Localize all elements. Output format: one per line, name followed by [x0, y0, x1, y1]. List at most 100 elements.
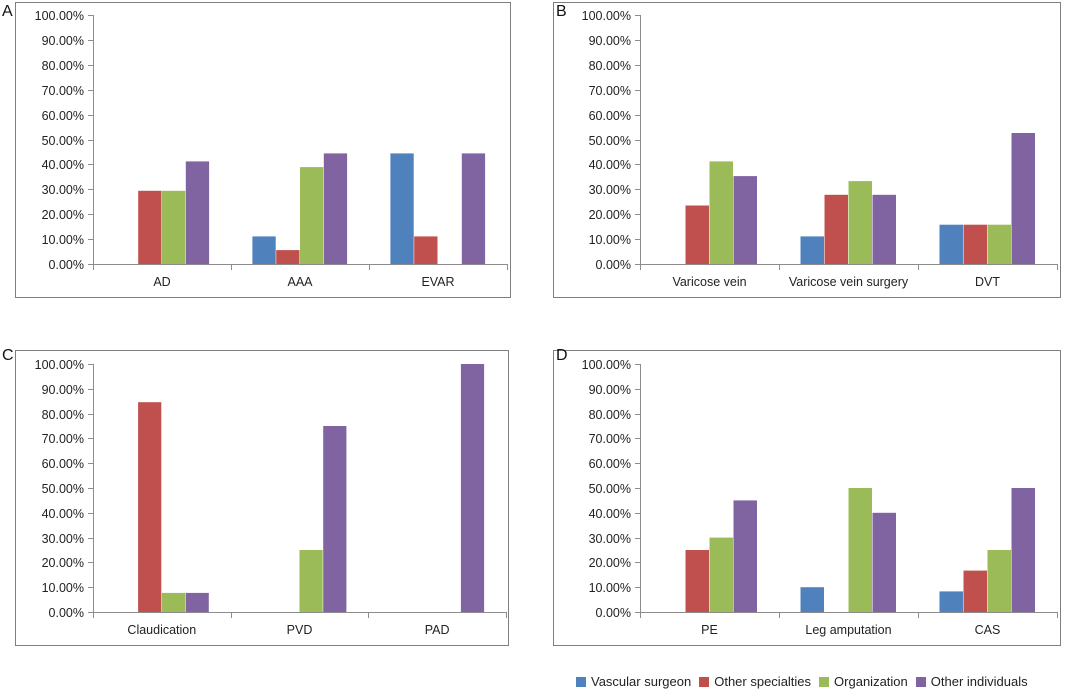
legend-swatch-organization	[819, 677, 830, 687]
y-tick-label: 60.00%	[589, 109, 631, 123]
legend: Vascular surgeon Other specialties Organ…	[576, 674, 1036, 690]
y-tick-label: 60.00%	[42, 109, 84, 123]
bar-vascular-surgeon-leg-amputation	[800, 587, 824, 612]
bar-other-individuals-pe	[733, 500, 757, 612]
y-tick-label: 20.00%	[42, 208, 84, 222]
x-tick-label-cas: CAS	[975, 623, 1001, 637]
legend-label-other-specialties: Other specialties	[714, 674, 812, 689]
y-tick-label: 90.00%	[589, 34, 631, 48]
x-tick-label-pe: PE	[701, 623, 718, 637]
y-tick-label: 10.00%	[42, 233, 84, 247]
y-tick-label: 10.00%	[589, 581, 631, 595]
x-tick-label-leg-amputation: Leg amputation	[805, 623, 891, 637]
bar-other-specialties-aaa	[276, 250, 300, 264]
y-tick-label: 70.00%	[42, 432, 84, 446]
bar-organization-cas	[987, 550, 1011, 612]
bar-other-individuals-pvd	[323, 426, 347, 612]
panel-letter: C	[2, 347, 14, 364]
bar-vascular-surgeon-evar	[390, 153, 414, 264]
y-tick-label: 20.00%	[589, 556, 631, 570]
y-tick-label: 90.00%	[589, 383, 631, 397]
bar-organization-varicose-vein	[709, 161, 733, 264]
bar-organization-pvd	[299, 550, 323, 612]
y-tick-label: 0.00%	[49, 606, 84, 620]
y-tick-label: 40.00%	[42, 507, 84, 521]
x-tick-label-varicose-vein-surgery: Varicose vein surgery	[789, 275, 909, 289]
bar-organization-aaa	[300, 167, 324, 264]
bar-other-individuals-claudication	[185, 592, 209, 612]
bar-other-individuals-pad	[460, 364, 485, 612]
x-tick-label-pvd: PVD	[287, 623, 313, 637]
y-tick-label: 30.00%	[42, 183, 84, 197]
y-tick-label: 30.00%	[589, 532, 631, 546]
bar-other-specialties-claudication	[138, 402, 162, 612]
x-tick-label-aaa: AAA	[287, 275, 313, 289]
bar-other-individuals-evar	[461, 153, 486, 264]
y-tick-label: 30.00%	[589, 183, 631, 197]
bar-vascular-surgeon-varicose-vein-surgery	[800, 236, 824, 264]
legend-swatch-vascular-surgeon	[576, 677, 586, 687]
bar-organization-pe	[709, 537, 733, 612]
y-tick-label: 90.00%	[42, 383, 84, 397]
y-tick-label: 100.00%	[35, 9, 84, 23]
bar-organization-dvt	[987, 224, 1011, 264]
bar-other-specialties-dvt	[963, 224, 987, 264]
y-tick-label: 10.00%	[589, 233, 631, 247]
panel-a: A 0.00% 10.00% 20.00% 30.00% 40.00% 50.00% 60.0…	[2, 2, 511, 298]
y-tick-label: 0.00%	[596, 606, 631, 620]
legend-item-other-individuals: Other individuals	[915, 674, 1028, 690]
bar-vascular-surgeon-aaa	[252, 236, 276, 264]
y-tick-label: 100.00%	[582, 358, 631, 372]
bar-other-specialties-evar	[414, 236, 438, 264]
y-tick-label: 50.00%	[589, 482, 631, 496]
bar-other-individuals-varicose-vein	[733, 176, 757, 264]
y-tick-label: 20.00%	[42, 556, 84, 570]
x-tick-label-claudication: Claudication	[127, 623, 196, 637]
legend-item-vascular-surgeon: Vascular surgeon	[576, 674, 691, 690]
y-tick-label: 40.00%	[589, 507, 631, 521]
y-tick-label: 50.00%	[42, 134, 84, 148]
y-tick-label: 50.00%	[42, 482, 84, 496]
y-tick-label: 70.00%	[589, 432, 631, 446]
y-tick-label: 80.00%	[589, 59, 631, 73]
bar-other-specialties-pe	[685, 550, 709, 612]
y-tick-label: 40.00%	[589, 158, 631, 172]
bar-other-individuals-ad	[185, 161, 210, 264]
legend-item-other-specialties: Other specialties	[699, 674, 811, 690]
bar-organization-ad	[162, 190, 186, 264]
y-tick-label: 10.00%	[42, 581, 84, 595]
y-tick-label: 100.00%	[35, 358, 84, 372]
bar-other-specialties-ad	[138, 190, 162, 264]
legend-label-vascular-surgeon: Vascular surgeon	[591, 674, 692, 689]
bar-other-individuals-varicose-vein-surgery	[872, 194, 896, 264]
x-tick-label-ad: AD	[153, 275, 170, 289]
y-tick-label: 30.00%	[42, 532, 84, 546]
y-tick-label: 70.00%	[589, 84, 631, 98]
y-tick-label: 60.00%	[589, 457, 631, 471]
bar-other-individuals-dvt	[1011, 133, 1035, 264]
y-tick-label: 80.00%	[42, 408, 84, 422]
y-tick-label: 40.00%	[42, 158, 84, 172]
bar-vascular-surgeon-cas	[939, 591, 963, 612]
y-tick-label: 60.00%	[42, 457, 84, 471]
x-tick-label-varicose-vein: Varicose vein	[672, 275, 746, 289]
y-tick-label: 80.00%	[589, 408, 631, 422]
y-tick-label: 50.00%	[589, 134, 631, 148]
y-tick-label: 90.00%	[42, 34, 84, 48]
legend-swatch-other-specialties	[699, 677, 710, 687]
panel-letter: A	[2, 3, 13, 20]
y-tick-label: 100.00%	[582, 9, 631, 23]
bar-other-specialties-varicose-vein-surgery	[824, 194, 848, 264]
bar-other-specialties-varicose-vein	[685, 205, 709, 264]
y-tick-label: 0.00%	[596, 258, 631, 272]
legend-item-organization: Organization	[819, 674, 908, 690]
bar-other-individuals-leg-amputation	[872, 512, 896, 612]
panel-letter: B	[556, 3, 567, 20]
legend-label-other-individuals: Other individuals	[930, 674, 1028, 689]
x-tick-label-dvt: DVT	[975, 275, 1000, 289]
legend-swatch-other-individuals	[915, 677, 926, 687]
bar-other-specialties-cas	[963, 570, 987, 612]
bar-other-individuals-aaa	[323, 153, 348, 264]
y-tick-label: 20.00%	[589, 208, 631, 222]
